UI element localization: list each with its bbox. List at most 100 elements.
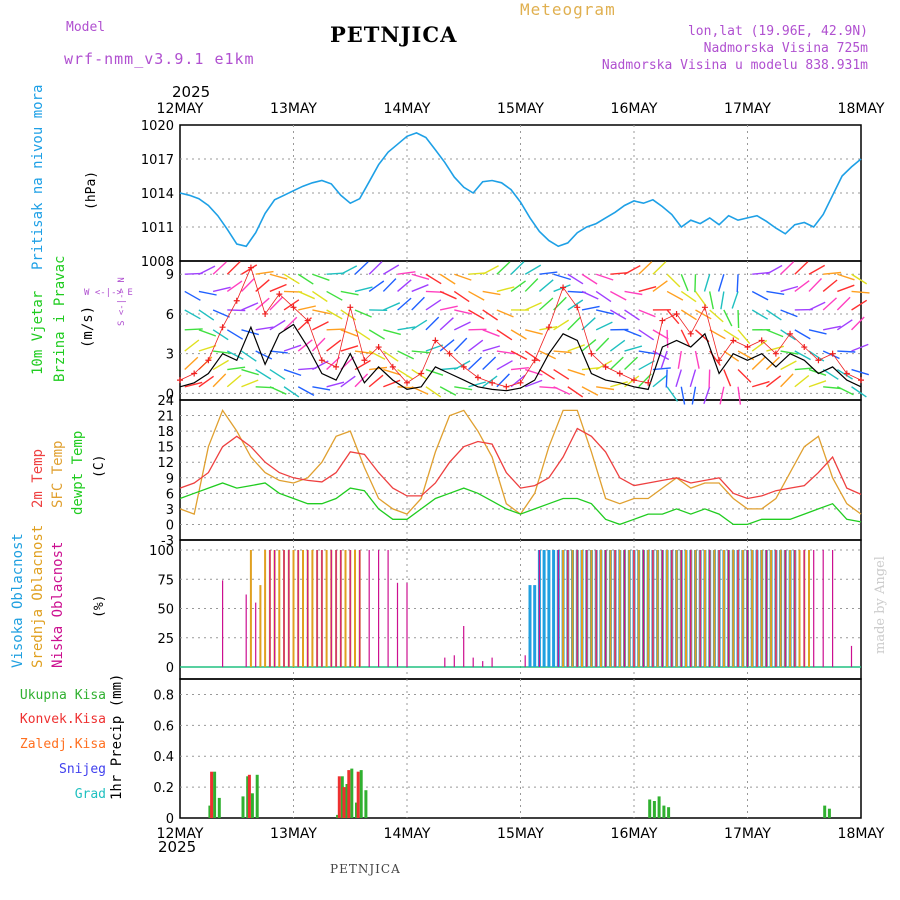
wind-arrow bbox=[695, 309, 712, 320]
precip-total-bar bbox=[355, 802, 358, 818]
wind-arrow bbox=[677, 350, 682, 369]
x-tick-label-top: 17MAY bbox=[724, 101, 771, 117]
wind-arrow bbox=[397, 326, 416, 331]
cloud-low-bar bbox=[794, 550, 796, 667]
wind-arrow bbox=[454, 273, 472, 281]
wind-arrow bbox=[312, 309, 331, 315]
x-tick-label-bottom: 15MAY bbox=[497, 826, 544, 842]
wind-arrow bbox=[581, 290, 599, 300]
wind-arrow bbox=[680, 309, 697, 321]
precip-legend-snow: Snijeg bbox=[59, 762, 106, 777]
x-tick-label-top: 12MAY bbox=[157, 101, 204, 117]
wind-arrow bbox=[567, 368, 586, 376]
wind-arrow bbox=[691, 386, 697, 405]
wind-arrow bbox=[694, 274, 697, 293]
wind-arrow bbox=[354, 350, 373, 355]
wind-arrow bbox=[241, 264, 258, 275]
wind-arrow bbox=[482, 375, 498, 388]
wind-arrow bbox=[326, 339, 342, 352]
cloud-low-bar bbox=[463, 626, 465, 667]
wind-arrow bbox=[823, 271, 842, 275]
cloud-mid-bar bbox=[647, 550, 650, 667]
cloud-mid-bar bbox=[741, 550, 744, 667]
wind-arrow bbox=[326, 309, 343, 320]
cloud-low-bar bbox=[737, 550, 739, 667]
cloud-low-bar bbox=[671, 550, 673, 667]
wind-arrow bbox=[780, 329, 796, 341]
y-tick-label: 21 bbox=[157, 410, 174, 425]
wind-arrow bbox=[496, 360, 513, 371]
x-tick-label-top: 14MAY bbox=[384, 101, 431, 117]
wind-arrow bbox=[184, 381, 203, 388]
wind-arrow bbox=[567, 386, 584, 398]
wind-arrow bbox=[212, 359, 229, 371]
wind-arrow bbox=[553, 368, 570, 380]
wind-arrow bbox=[553, 319, 570, 331]
wind-arrow bbox=[624, 309, 640, 321]
wind-arrow bbox=[666, 309, 680, 325]
wind-arrow bbox=[439, 317, 454, 331]
wind-arrow bbox=[425, 316, 440, 331]
wind-arrow bbox=[703, 386, 711, 405]
wind-speed-line bbox=[179, 323, 862, 392]
wind-arrow bbox=[581, 386, 599, 396]
cloud-low-bar bbox=[444, 657, 446, 667]
cloud-low-bar bbox=[595, 550, 597, 667]
cloud-mid-bar bbox=[311, 550, 314, 667]
precip-legend-hail: Grad bbox=[74, 787, 106, 802]
cloud-mid-bar bbox=[798, 550, 801, 667]
y-tick-label: 3 bbox=[166, 348, 174, 363]
wind-arrow bbox=[751, 339, 768, 352]
cloud-low-bar bbox=[406, 582, 408, 667]
cloud-low-bar bbox=[699, 550, 701, 667]
wind-arrow bbox=[610, 272, 629, 275]
wind-arrow bbox=[269, 319, 286, 331]
wind-arrow bbox=[368, 261, 383, 275]
cloud-low-bar bbox=[680, 550, 682, 667]
y-tick-label: 25 bbox=[157, 632, 174, 647]
wind-arrow bbox=[383, 329, 401, 336]
wind-arrow bbox=[694, 350, 700, 369]
precip-total-bar bbox=[648, 799, 652, 818]
cloud-mid-bar bbox=[713, 550, 716, 667]
precip-total-bar bbox=[217, 797, 221, 818]
cloud-low-bar bbox=[661, 550, 663, 667]
wind-arrow bbox=[368, 374, 384, 388]
wind-arrow bbox=[609, 356, 624, 371]
cloud-low-bar bbox=[718, 550, 720, 667]
y-tick-label: 50 bbox=[157, 603, 174, 618]
cloud-high-bar bbox=[542, 550, 546, 667]
precip-total-bar bbox=[246, 776, 250, 818]
wind-arrow bbox=[836, 296, 851, 311]
cloud-low-bar bbox=[491, 657, 493, 667]
wind-arrow bbox=[340, 329, 358, 337]
wind-arrow bbox=[283, 273, 300, 285]
wind-arrow bbox=[496, 261, 511, 275]
wind-arrow bbox=[723, 309, 733, 327]
wind-arrow bbox=[837, 284, 855, 293]
wind-arrow bbox=[255, 326, 274, 331]
wind-arrow bbox=[638, 329, 655, 341]
station-title: PETNJICA bbox=[330, 22, 458, 47]
wind-arrow bbox=[468, 290, 485, 301]
wind-arrow bbox=[312, 290, 328, 303]
cloud-low-bar bbox=[222, 580, 224, 667]
wind-arrow bbox=[425, 344, 444, 352]
wind-arrow bbox=[652, 367, 671, 371]
cloud-low-bar bbox=[297, 550, 299, 667]
wind-arrow bbox=[212, 309, 230, 318]
wind-arrow bbox=[822, 297, 837, 311]
y-tick-label: 15 bbox=[157, 441, 174, 456]
cloud-low-bar bbox=[614, 550, 616, 667]
wind-arrow bbox=[255, 368, 272, 380]
wind-arrow bbox=[652, 374, 668, 388]
y-tick-label: 1020 bbox=[141, 119, 174, 134]
wind-arrow bbox=[595, 290, 612, 303]
wind-arrow bbox=[780, 309, 798, 318]
cloud-low-bar bbox=[803, 550, 805, 667]
wind-arrow bbox=[368, 329, 385, 340]
cloud-high-bar bbox=[547, 550, 551, 667]
wind-arrow bbox=[652, 350, 670, 361]
cloud-high-bar bbox=[533, 585, 537, 667]
wind-arrow bbox=[269, 273, 288, 280]
